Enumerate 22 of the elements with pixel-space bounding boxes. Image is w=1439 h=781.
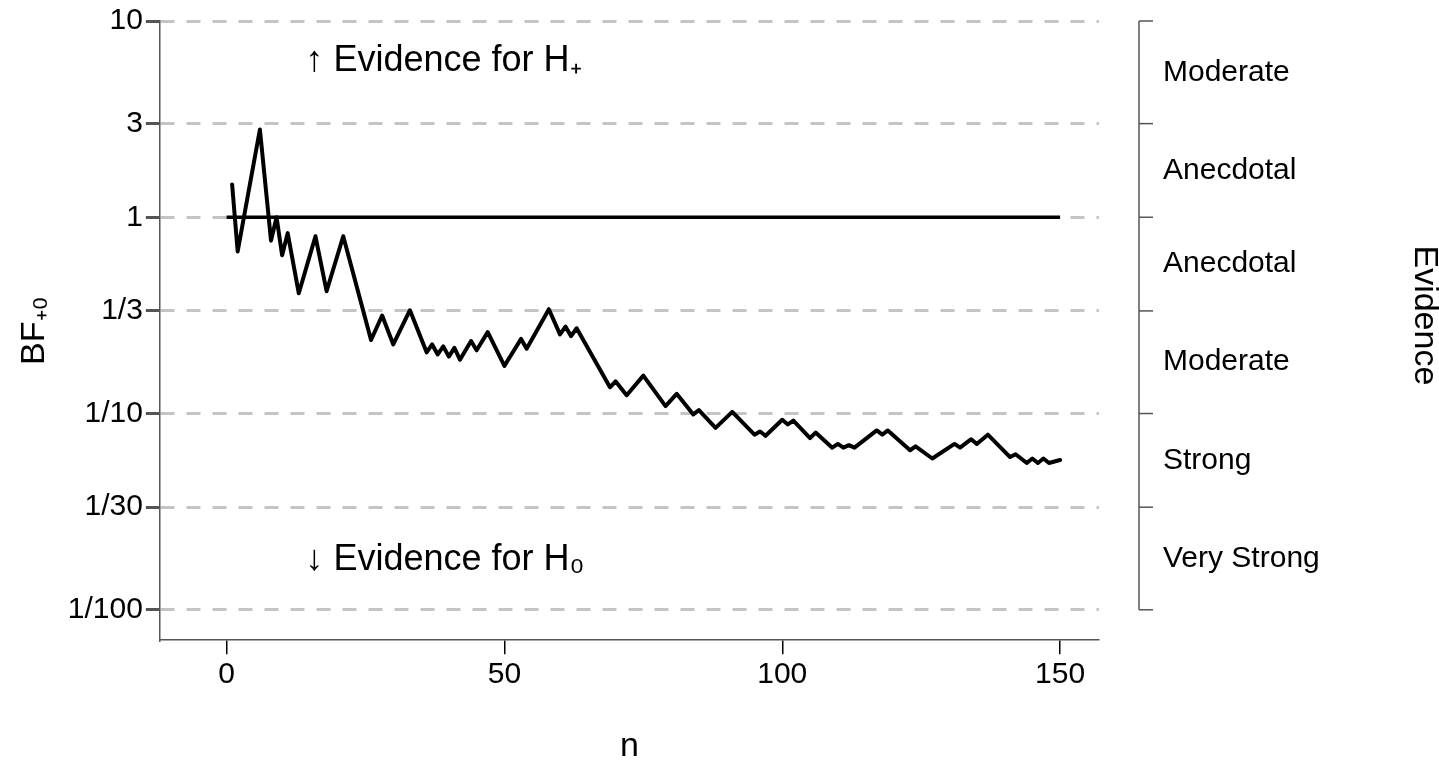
- annotation: ↑ Evidence for H₊: [305, 38, 582, 80]
- y-tick-label: 1: [126, 198, 143, 232]
- text: Anecdotal: [1163, 151, 1297, 185]
- y-tick-label: 3: [126, 104, 143, 138]
- text: Evidence: [1407, 245, 1439, 386]
- y-axis-title: BF₊₀: [12, 296, 51, 365]
- text: Strong: [1163, 441, 1252, 475]
- x-tick-label: 100: [757, 656, 808, 690]
- x-tick-label: 0: [218, 656, 235, 690]
- text: Moderate: [1163, 343, 1290, 377]
- annotation: ↓ Evidence for H₀: [305, 536, 585, 578]
- x-axis-title: n: [619, 724, 639, 763]
- y-tick-label: 1/30: [84, 488, 143, 522]
- y-tick-label: 1/3: [101, 292, 143, 326]
- y-tick-label: 10: [109, 2, 143, 36]
- text: Anecdotal: [1163, 245, 1297, 279]
- y-tick-label: 1/10: [84, 394, 143, 428]
- text: Very Strong: [1163, 539, 1320, 573]
- text: Moderate: [1163, 53, 1290, 87]
- y-tick-label: 1/100: [67, 591, 143, 625]
- x-tick-label: 50: [487, 656, 522, 690]
- x-tick-label: 150: [1035, 656, 1086, 690]
